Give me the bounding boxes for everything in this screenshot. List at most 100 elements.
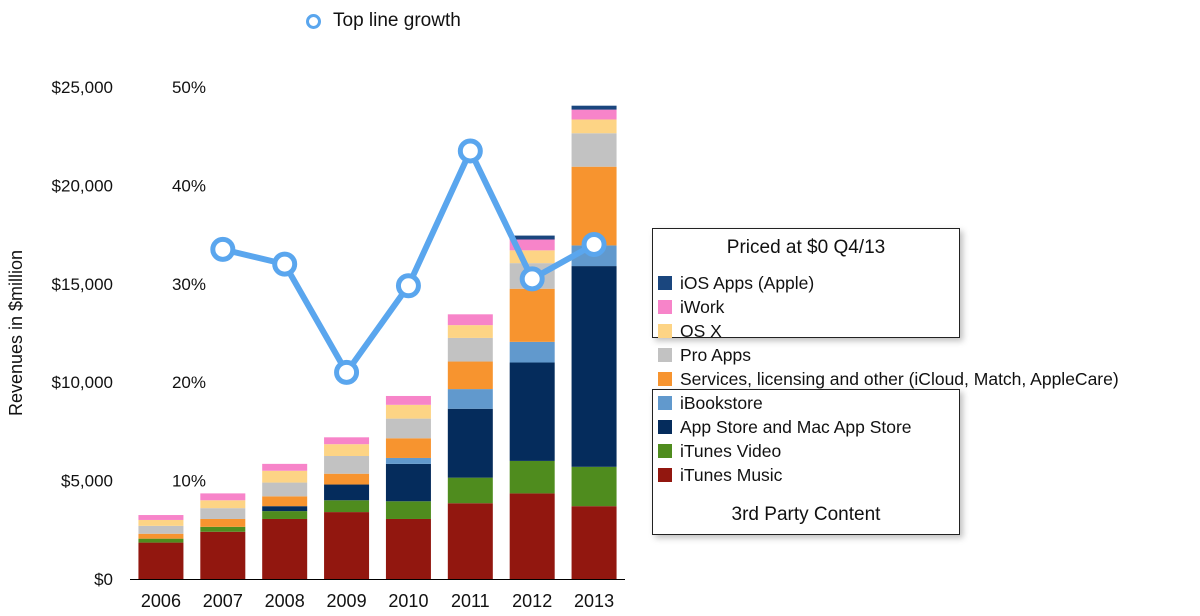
legend-box-priced-zero-title: Priced at $0 Q4/13 [726,237,886,258]
legend-item-label: iTunes Music [680,464,783,485]
growth-point [395,273,421,299]
x-tick-label: 2007 [203,591,243,611]
bar-segment [262,506,308,512]
bar-segment [138,525,184,534]
bar-segment [262,518,308,579]
bar-segment [447,408,493,478]
y2-tick-label: 10% [172,472,206,491]
legend-item-label: OS X [680,320,722,341]
bar-segment [138,519,184,526]
legend-swatch-icon [658,300,672,314]
bar-segment [509,341,555,363]
legend-swatch-icon [658,372,672,386]
bar-segment [262,470,308,483]
bar-segment [571,506,617,579]
y-tick-label: $0 [94,570,113,589]
bar-segment [324,473,370,485]
legend-swatch-icon [658,276,672,290]
bar-segment [385,457,431,464]
x-tick-label: 2009 [327,591,367,611]
bar-segment [447,389,493,409]
bar-segment [571,466,617,507]
x-tick-label: 2011 [451,591,490,611]
x-tick-label: 2013 [574,591,614,611]
legend-item-label: App Store and Mac App Store [680,416,912,437]
bar-segment [200,500,246,509]
bar-segment [447,477,493,504]
bar-segment [138,533,184,539]
bar-segment [324,437,370,445]
legend-box-third-party-title: 3rd Party Content [731,504,881,525]
bar-segment [138,515,184,520]
bar-segment [447,503,493,579]
y2-tick-label: 30% [172,275,206,294]
bar-segment [385,518,431,579]
legend-item-label: Services, licensing and other (iCloud, M… [680,368,1119,389]
bar-segment [571,133,617,167]
line-legend-label: Top line growth [333,10,461,31]
legend-box-priced-zero: Priced at $0 Q4/13 [652,228,960,338]
y-tick-label: $5,000 [61,472,113,491]
bar-segment [571,105,617,110]
bar-segment [509,239,555,251]
bar-segment [571,266,617,467]
bar-segment [385,463,431,502]
y2-tick-label: 50% [172,78,206,97]
bar-segment [447,361,493,390]
y-axis-title: Revenues in $million [6,250,26,416]
bar-segment [385,501,431,519]
legend-item: OS X [658,320,722,342]
bar-segment [324,500,370,513]
bar-segment [200,531,246,579]
bar-segment [447,337,493,362]
y2-tick-label: 40% [172,176,206,195]
bar-segment [509,460,555,494]
legend-item: Services, licensing and other (iCloud, M… [658,368,1119,390]
legend-box-third-party: 3rd Party Content [652,389,960,535]
legend-item: Pro Apps [658,344,751,366]
bar-segment [200,508,246,519]
bar-segment [571,109,617,120]
legend-swatch-icon [658,348,672,362]
y-tick-label: $10,000 [52,373,113,392]
growth-point [210,236,236,262]
bar-segment [385,395,431,405]
bar-segment [447,325,493,338]
bar-segment [200,518,246,527]
legend-item-label: iTunes Video [680,440,782,461]
bar-segment [262,482,308,497]
legend-swatch-icon [658,468,672,482]
bar-segment [262,511,308,519]
y-tick-label: $15,000 [52,275,113,294]
bar-segment [509,493,555,579]
line-legend: Top line growth [306,10,461,32]
x-tick-label: 2006 [141,591,181,611]
bar-segment [138,542,184,579]
legend-item-label: iOS Apps (Apple) [680,272,815,293]
bar-segment [324,484,370,501]
growth-point [581,231,607,257]
bar-segment [200,493,246,501]
bar-segment [324,512,370,579]
bar-segment [509,288,555,342]
legend-swatch-icon [658,420,672,434]
bar-segment [138,538,184,543]
legend-item: iTunes Video [658,440,781,462]
x-tick-label: 2012 [512,591,552,611]
bar-segment [571,119,617,134]
legend-item: iBookstore [658,392,763,414]
bar-segment [262,463,308,471]
legend-item: App Store and Mac App Store [658,416,912,438]
legend-item: iTunes Music [658,464,782,486]
y2-tick-label: 20% [172,373,206,392]
y-tick-label: $25,000 [52,78,113,97]
line-legend-marker-icon [306,13,321,29]
bar-segment [385,438,431,458]
bar-segment [385,418,431,439]
bar-segment [262,496,308,507]
bar-segment [509,235,555,240]
legend-item-label: Pro Apps [680,344,752,365]
growth-point [457,138,483,164]
x-tick-label: 2010 [388,591,428,611]
